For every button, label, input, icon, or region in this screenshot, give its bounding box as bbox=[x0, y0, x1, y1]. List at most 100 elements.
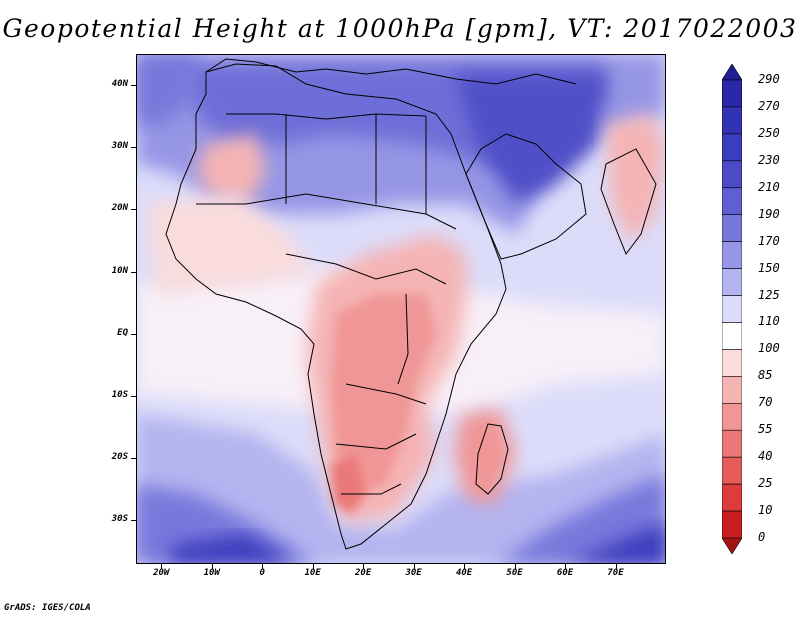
field-atlantic-north bbox=[136, 54, 196, 124]
field-south-high bbox=[136, 414, 666, 564]
arabia-coastline bbox=[465, 133, 587, 260]
map-plot bbox=[136, 54, 666, 564]
x-tick bbox=[211, 564, 213, 569]
colorbar-label: 25 bbox=[758, 476, 773, 491]
colorbar-label: 190 bbox=[758, 206, 780, 221]
y-tick bbox=[131, 458, 136, 460]
colorbar-segment bbox=[722, 79, 742, 108]
colorbar-segment bbox=[722, 187, 742, 216]
india-coastline bbox=[600, 148, 657, 256]
colorbar-label: 150 bbox=[758, 260, 780, 275]
colorbar-bottom-arrow bbox=[722, 537, 742, 554]
x-tick bbox=[413, 564, 415, 569]
madagascar-coastline bbox=[475, 423, 509, 495]
colorbar-segment bbox=[722, 429, 742, 458]
border-sahel bbox=[196, 193, 457, 230]
y-tick-label: 10S bbox=[111, 390, 128, 401]
colorbar-label: 170 bbox=[758, 233, 780, 248]
colorbar-label: 85 bbox=[758, 368, 773, 383]
colorbar-label: 210 bbox=[758, 179, 780, 194]
colorbar-segment bbox=[722, 483, 742, 512]
x-tick bbox=[363, 564, 365, 569]
colorbar-label: 110 bbox=[758, 314, 780, 329]
africa-coastline bbox=[165, 63, 507, 550]
y-tick bbox=[131, 147, 136, 149]
x-tick bbox=[514, 564, 516, 569]
x-tick bbox=[464, 564, 466, 569]
x-tick-label: 20W bbox=[153, 568, 170, 578]
x-tick-label: 50E bbox=[506, 568, 523, 578]
border-central bbox=[285, 253, 447, 285]
border-south-2 bbox=[335, 433, 417, 450]
field-arabia-high bbox=[456, 74, 606, 204]
x-tick-label: 60E bbox=[556, 568, 574, 578]
x-tick-label: 10E bbox=[304, 568, 321, 578]
y-tick bbox=[131, 209, 136, 211]
y-tick-label: 10N bbox=[111, 265, 128, 276]
colorbar-segment bbox=[722, 349, 742, 377]
border-south-1 bbox=[345, 383, 427, 405]
colorbar-segment bbox=[722, 402, 742, 431]
y-tick-label: 30N bbox=[111, 141, 128, 152]
colorbar-segment bbox=[722, 160, 742, 189]
field-sahara-west-low bbox=[196, 134, 266, 204]
colorbar-label: 55 bbox=[758, 422, 773, 437]
x-tick bbox=[565, 564, 567, 569]
x-tick bbox=[262, 564, 264, 569]
colorbar-label: 250 bbox=[758, 125, 780, 140]
y-tick bbox=[131, 396, 136, 398]
field-south-highest-e bbox=[566, 524, 666, 564]
y-tick-label: 20N bbox=[111, 203, 128, 214]
colorbar-segment bbox=[722, 241, 742, 269]
x-tick-label: 70E bbox=[607, 568, 624, 578]
border-south-3 bbox=[341, 483, 402, 495]
credit-text: GrADS: IGES/COLA bbox=[4, 603, 91, 613]
colorbar-label: 70 bbox=[758, 395, 773, 410]
y-tick bbox=[131, 333, 136, 335]
colorbar bbox=[722, 64, 742, 554]
map-border bbox=[136, 54, 666, 564]
colorbar-label: 100 bbox=[758, 341, 780, 356]
y-tick-label: 20S bbox=[111, 452, 128, 463]
x-tick bbox=[312, 564, 314, 569]
y-tick-label: EQ bbox=[117, 327, 128, 338]
colorbar-segment bbox=[722, 322, 742, 350]
x-tick-label: 0 bbox=[259, 568, 265, 578]
field-india-low bbox=[606, 114, 666, 244]
border-sahara bbox=[226, 113, 427, 120]
field-south-highest-w bbox=[166, 534, 296, 564]
y-tick-label: 30S bbox=[111, 514, 128, 525]
y-tick bbox=[131, 85, 136, 87]
field-westafrica-low bbox=[146, 194, 316, 294]
colorbar-segment bbox=[722, 510, 742, 539]
field-africa-lower bbox=[331, 294, 436, 494]
border-east-1 bbox=[397, 293, 409, 385]
colorbar-label: 10 bbox=[758, 503, 773, 518]
colorbar-label: 230 bbox=[758, 152, 780, 167]
x-tick-label: 30E bbox=[405, 568, 422, 578]
x-tick bbox=[161, 564, 163, 569]
colorbar-label: 40 bbox=[758, 449, 773, 464]
colorbar-segment bbox=[722, 268, 742, 296]
colorbar-segment bbox=[722, 456, 742, 485]
coastlines bbox=[165, 58, 657, 550]
field-kalahari-low bbox=[331, 454, 366, 514]
colorbar-label: 125 bbox=[758, 287, 780, 302]
colorbar-label: 270 bbox=[758, 98, 780, 113]
x-tick bbox=[615, 564, 617, 569]
colorbar-segment bbox=[722, 295, 742, 323]
colorbar-label: 0 bbox=[758, 530, 766, 544]
chart-title: Geopotential Height at 1000hPa [gpm], VT… bbox=[2, 14, 798, 43]
europe-coastline bbox=[205, 58, 577, 85]
x-tick-label: 40E bbox=[455, 568, 473, 578]
y-tick bbox=[131, 520, 136, 522]
colorbar-label: 290 bbox=[758, 72, 780, 86]
y-tick-label: 40N bbox=[111, 79, 128, 90]
colorbar-segment bbox=[722, 376, 742, 404]
x-tick-label: 10W bbox=[203, 568, 220, 578]
colorbar-segment bbox=[722, 133, 742, 162]
y-tick bbox=[131, 271, 136, 273]
colorbar-segment bbox=[722, 214, 742, 242]
x-tick-label: 20E bbox=[355, 568, 372, 578]
colorbar-segment bbox=[722, 106, 742, 135]
